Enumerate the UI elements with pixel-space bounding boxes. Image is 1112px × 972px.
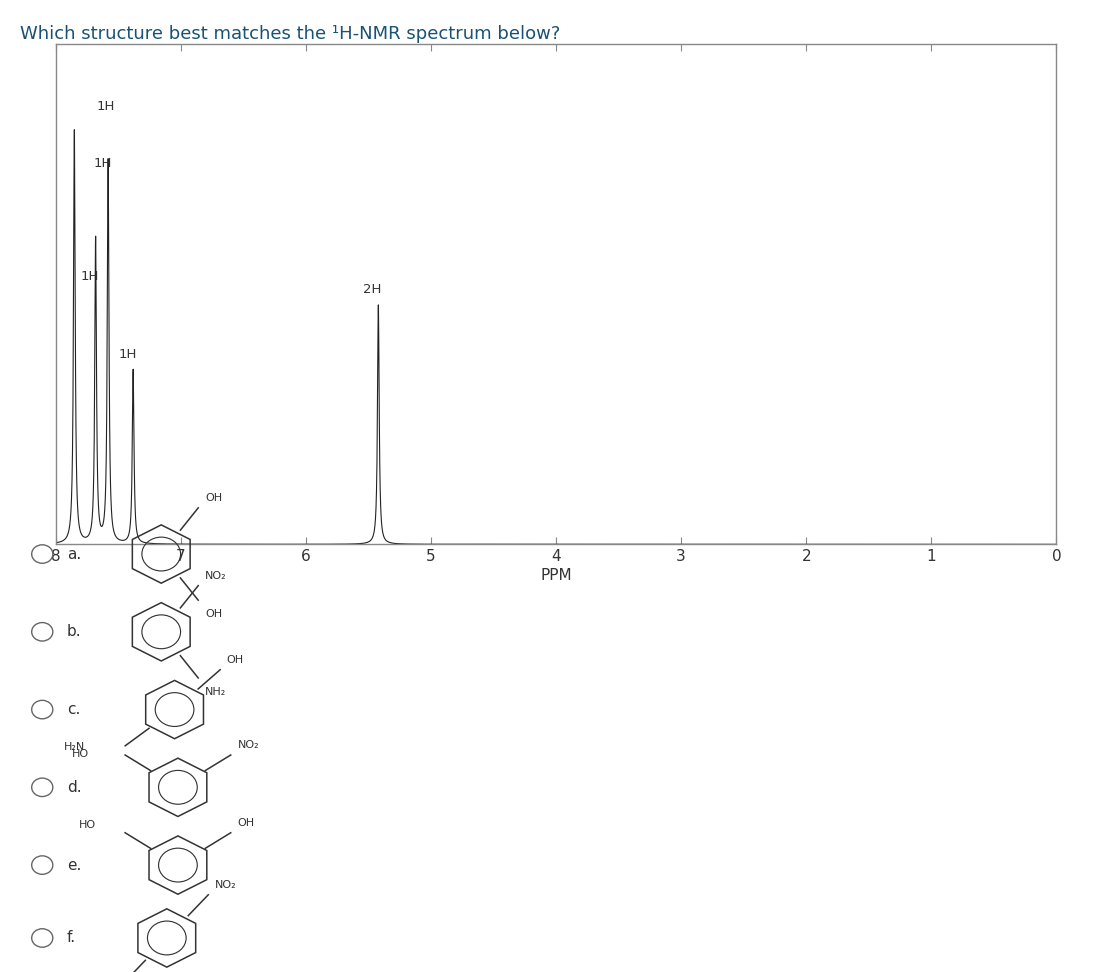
X-axis label: PPM: PPM [540, 569, 572, 583]
Text: 1H: 1H [81, 270, 99, 283]
Text: c.: c. [67, 702, 80, 717]
Text: 1H: 1H [118, 349, 137, 362]
Text: Which structure best matches the ¹H-NMR spectrum below?: Which structure best matches the ¹H-NMR … [20, 25, 560, 44]
Text: NH₂: NH₂ [205, 686, 226, 697]
Text: 1H: 1H [97, 100, 116, 114]
Text: NO₂: NO₂ [238, 741, 259, 750]
Text: e.: e. [67, 857, 81, 873]
Text: a.: a. [67, 546, 81, 562]
Text: H₂N: H₂N [63, 743, 86, 752]
Text: HO: HO [78, 820, 96, 830]
Text: OH: OH [227, 655, 244, 665]
Text: f.: f. [67, 930, 76, 946]
Text: OH: OH [205, 493, 222, 503]
Text: NO₂: NO₂ [215, 880, 237, 890]
Text: OH: OH [238, 818, 255, 828]
Text: d.: d. [67, 780, 81, 795]
Text: OH: OH [205, 608, 222, 619]
Text: 2H: 2H [364, 283, 381, 296]
Text: NO₂: NO₂ [205, 571, 227, 581]
Text: b.: b. [67, 624, 81, 640]
Text: 1H: 1H [93, 156, 111, 170]
Text: HO: HO [72, 748, 89, 758]
